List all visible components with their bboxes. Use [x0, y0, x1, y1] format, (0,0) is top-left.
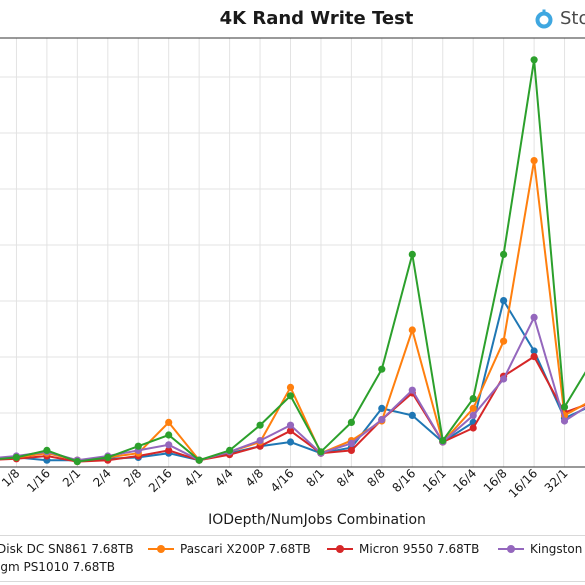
data-point	[500, 337, 508, 345]
data-point	[286, 392, 295, 400]
data-point	[408, 411, 416, 419]
data-point	[530, 313, 538, 321]
data-point	[469, 404, 477, 412]
x-tick-label: 4/4	[212, 466, 236, 490]
data-point	[500, 375, 508, 383]
data-point	[104, 453, 112, 461]
line-chart: 1/8 1/16 2/1 2/4 2/8 2/16 4/1 4/4 4/8 4/16 8/1 8/4 8…	[0, 37, 585, 528]
legend-item: Pascari X200P 7.68TB	[148, 542, 311, 556]
x-tick-label: 16/16	[506, 466, 540, 500]
data-point	[408, 326, 416, 334]
x-tick-label: 2/16	[146, 466, 175, 495]
legend-label: Disk DC SN861 7.68TB	[0, 542, 134, 556]
data-point	[165, 446, 173, 454]
data-point	[500, 297, 508, 305]
data-point	[226, 446, 234, 454]
data-point	[165, 418, 173, 426]
x-tick-label: 2/8	[121, 466, 145, 490]
legend-label: Kingston	[530, 542, 583, 556]
data-point	[530, 347, 538, 355]
data-point	[560, 417, 569, 425]
data-point	[165, 431, 173, 439]
x-tick-label: 32/1	[542, 466, 571, 495]
data-point	[378, 365, 386, 373]
legend-swatch	[148, 544, 174, 554]
stopwatch-icon	[535, 9, 553, 28]
data-point	[165, 441, 173, 449]
series-line	[0, 298, 585, 462]
x-tick-label: 2/1	[60, 466, 84, 490]
x-tick-label: 4/1	[182, 466, 206, 490]
x-tick-label: 8/1	[303, 466, 327, 490]
data-point	[317, 448, 325, 456]
data-point	[530, 157, 538, 165]
data-point	[500, 250, 508, 258]
x-tick-label: 8/8	[364, 466, 388, 490]
data-point	[347, 439, 355, 447]
data-point	[469, 424, 477, 432]
legend: Disk DC SN861 7.68TB Pascari X200P 7.68T…	[0, 535, 585, 582]
chart-title: 4K Rand Write Test	[219, 8, 414, 29]
data-point	[12, 453, 20, 461]
data-point	[530, 353, 538, 361]
data-point	[256, 437, 264, 445]
series-4	[0, 56, 585, 466]
data-point	[408, 250, 416, 258]
data-point	[347, 446, 355, 454]
x-tick-label: 4/16	[268, 466, 297, 495]
legend-swatch	[498, 544, 524, 554]
legend-item: Disk DC SN861 7.68TB	[0, 542, 134, 556]
legend-label: Micron 9550 7.68TB	[359, 542, 480, 556]
brand-text: Sto	[560, 8, 585, 29]
x-tick-label: 1/16	[24, 466, 53, 495]
legend-label: Pascari X200P 7.68TB	[180, 542, 311, 556]
x-tick-label: 1/8	[0, 466, 23, 490]
brand-logo: Sto	[534, 8, 585, 29]
series-2	[0, 353, 585, 466]
data-point	[439, 437, 447, 445]
x-tick-label: 4/8	[243, 466, 267, 490]
x-tick-labels: 1/8 1/16 2/1 2/4 2/8 2/16 4/1 4/4 4/8 4/16 8/1 8/4 8…	[0, 466, 571, 500]
legend-item: Kingston	[498, 542, 582, 556]
legend-swatch	[327, 544, 353, 554]
data-point	[378, 416, 386, 424]
x-tick-label: 16/1	[420, 466, 449, 495]
data-point	[560, 403, 569, 411]
data-point	[469, 411, 477, 419]
data-point	[286, 438, 295, 446]
legend-label: igm PS1010 7.68TB	[0, 560, 115, 574]
x-tick-label: 8/16	[389, 466, 418, 495]
data-point	[195, 456, 203, 464]
series-line	[0, 160, 585, 462]
legend-item: igm PS1010 7.68TB	[0, 560, 115, 574]
grid-lines	[0, 38, 585, 467]
series-layer	[0, 56, 585, 466]
data-point	[256, 421, 264, 429]
data-point	[347, 418, 355, 426]
x-tick-label: 8/4	[334, 466, 358, 490]
x-axis-label: IODepth/NumJobs Combination	[208, 512, 426, 528]
data-point	[469, 395, 477, 403]
data-point	[134, 442, 142, 450]
series-1	[0, 157, 585, 464]
data-point	[286, 427, 295, 435]
series-line	[0, 355, 585, 463]
data-point	[73, 458, 81, 466]
data-point	[408, 386, 416, 394]
data-point	[286, 383, 295, 391]
data-point	[378, 404, 386, 412]
x-tick-label: 2/4	[90, 466, 114, 490]
data-point	[43, 446, 51, 454]
legend-item: Micron 9550 7.68TB	[327, 542, 479, 556]
data-point	[530, 56, 538, 64]
data-point	[286, 421, 295, 429]
x-tick-label: 16/4	[450, 466, 479, 495]
series-line	[0, 59, 585, 463]
series-0	[0, 297, 585, 464]
